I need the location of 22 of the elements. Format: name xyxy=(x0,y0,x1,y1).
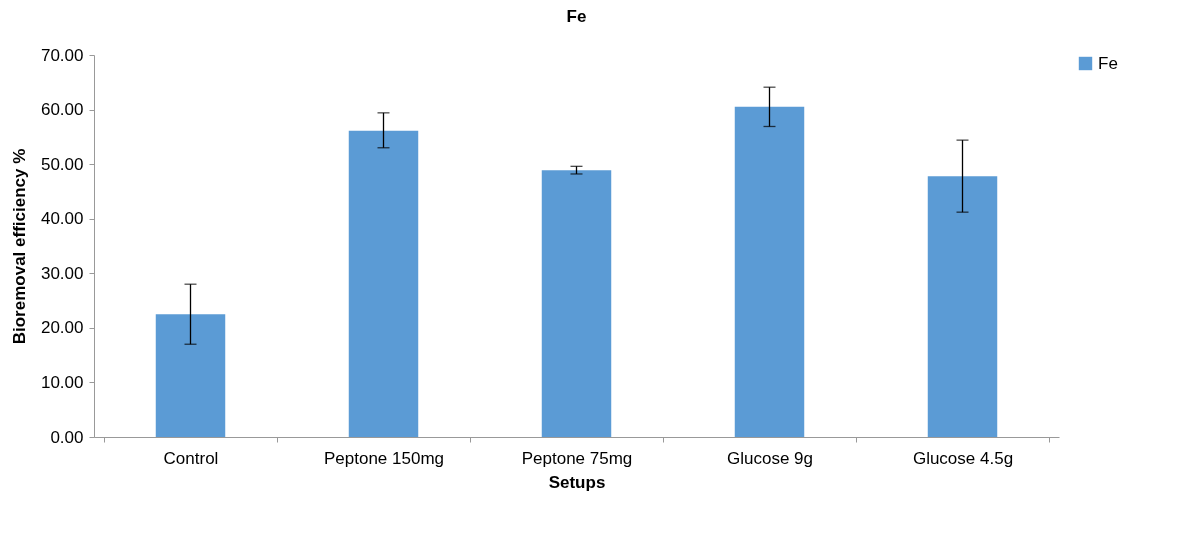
x-axis-title: Setups xyxy=(548,472,606,492)
y-tick-label: 20.00 xyxy=(40,318,84,338)
y-tick-label: 10.00 xyxy=(40,372,84,392)
chart-title: Fe xyxy=(566,7,587,26)
y-tick-label: 30.00 xyxy=(40,263,84,283)
legend-label: Fe xyxy=(1098,53,1118,73)
y-tick-label: 0.00 xyxy=(50,427,84,447)
x-tick-label: Glucose 4.5g xyxy=(912,448,1014,468)
x-tick-label: Glucose 9g xyxy=(727,448,813,468)
y-tick-label: 50.00 xyxy=(40,154,84,174)
y-tick-label: 70.00 xyxy=(40,45,84,65)
bar xyxy=(348,130,419,437)
bar xyxy=(155,314,226,437)
y-axis-title: Bioremoval efficiency % xyxy=(9,148,29,345)
y-tick-label: 40.00 xyxy=(40,209,84,229)
bar xyxy=(541,170,612,437)
x-tick-label: Peptone 75mg xyxy=(521,448,633,468)
bar xyxy=(734,106,805,437)
x-tick-label: Peptone 150mg xyxy=(323,448,445,468)
y-tick-label: 60.00 xyxy=(40,100,84,120)
x-tick-label: Control xyxy=(163,448,219,468)
bar xyxy=(927,176,998,437)
